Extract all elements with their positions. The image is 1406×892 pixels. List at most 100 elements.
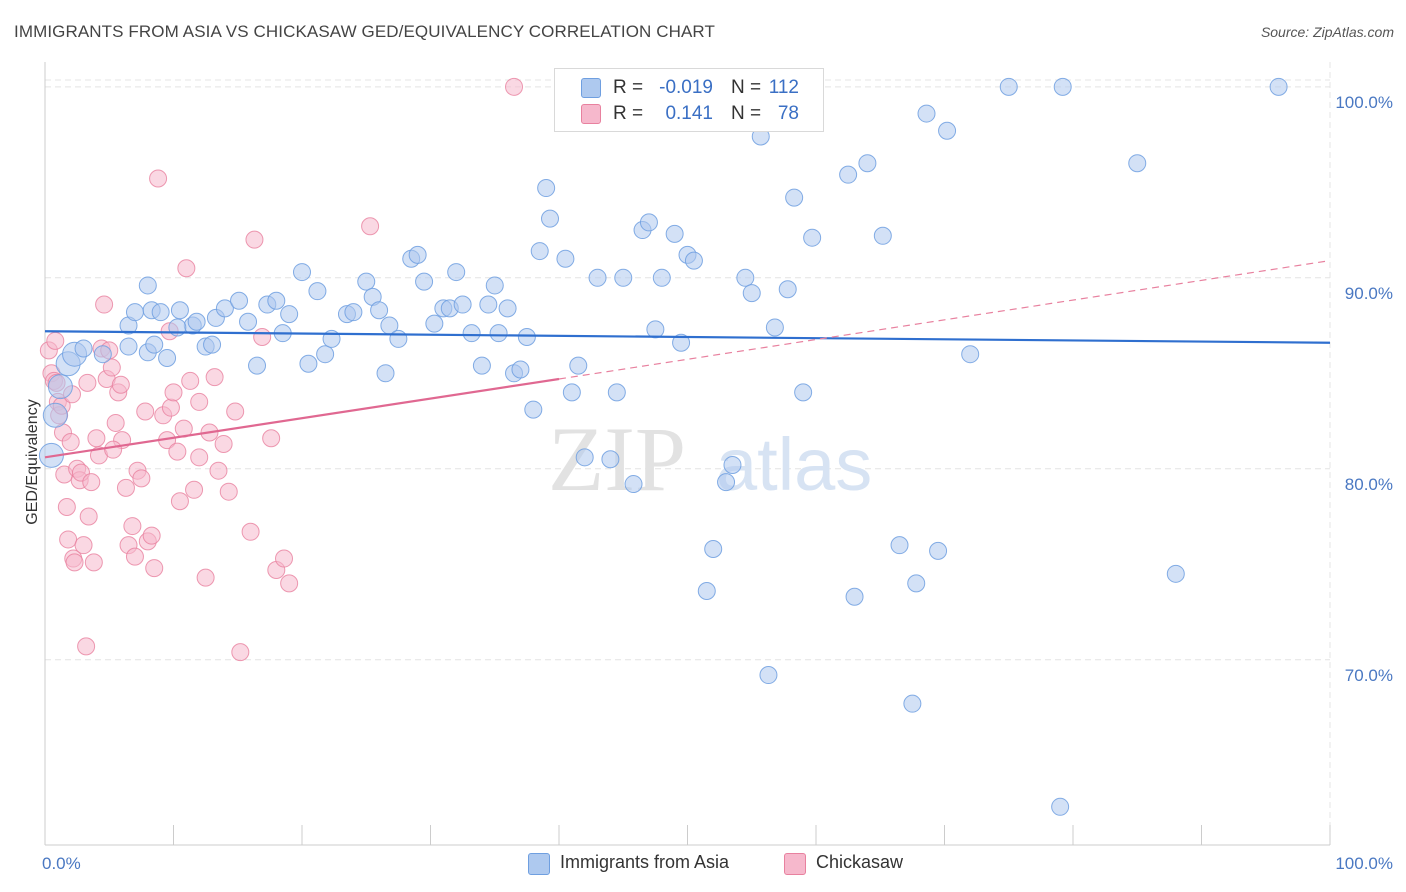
asia-point xyxy=(530,242,549,261)
chickasaw-point xyxy=(116,478,135,497)
asia-point xyxy=(1053,77,1072,96)
chickasaw-point xyxy=(190,448,209,467)
x-tick-label-max: 100.0% xyxy=(1335,854,1393,873)
legend-r-label: R = xyxy=(613,103,644,124)
asia-point xyxy=(425,314,444,333)
asia-point xyxy=(907,574,926,593)
asia-point xyxy=(145,335,164,354)
asia-point xyxy=(453,295,472,314)
asia-point xyxy=(704,539,723,558)
asia-point xyxy=(541,209,560,228)
asia-point xyxy=(765,318,784,337)
asia-point xyxy=(1269,77,1288,96)
asia-point xyxy=(614,268,633,287)
asia-point xyxy=(42,402,68,428)
chickasaw-points xyxy=(39,77,524,662)
asia-point xyxy=(562,383,581,402)
asia-point xyxy=(684,251,703,270)
asia-point xyxy=(601,450,620,469)
chickasaw-point xyxy=(161,398,180,417)
asia-point xyxy=(308,282,327,301)
legend-swatch-asia xyxy=(581,78,601,98)
asia-point xyxy=(778,280,797,299)
chickasaw-point xyxy=(78,373,97,392)
asia-point xyxy=(672,333,691,352)
asia-point xyxy=(607,383,626,402)
stats-legend: R = -0.019 N = 112 R = 0.141 N = 78 xyxy=(554,68,824,132)
y-axis-label: GED/Equivalency xyxy=(24,399,41,524)
asia-point xyxy=(858,154,877,173)
asia-point xyxy=(215,299,234,318)
asia-point xyxy=(462,324,481,343)
asia-point xyxy=(1051,797,1070,816)
asia-point xyxy=(961,345,980,364)
chickasaw-point xyxy=(149,169,168,188)
asia-point xyxy=(158,349,177,368)
axes: 100.0% 90.0% 80.0% 70.0% 0.0% 100.0% xyxy=(42,62,1393,873)
chickasaw-point xyxy=(77,637,96,656)
chickasaw-point xyxy=(505,77,524,96)
watermark: ZIP atlas xyxy=(548,408,872,510)
asia-point xyxy=(588,268,607,287)
asia-point xyxy=(697,582,716,601)
chickasaw-point xyxy=(102,358,121,377)
chart-title: IMMIGRANTS FROM ASIA VS CHICKASAW GED/EQ… xyxy=(14,22,715,41)
asia-point xyxy=(267,291,286,310)
asia-point xyxy=(917,104,936,123)
chickasaw-point xyxy=(181,371,200,390)
chickasaw-point xyxy=(361,217,380,236)
legend-row-chickasaw: R = 0.141 N = 78 xyxy=(555,101,823,127)
asia-point xyxy=(999,77,1018,96)
chickasaw-point xyxy=(123,517,142,536)
legend-n-value: 78 xyxy=(777,103,799,124)
legend-n-label: N = xyxy=(731,103,762,124)
chickasaw-point xyxy=(82,473,101,492)
y-tick-label: 100.0% xyxy=(1335,93,1393,112)
asia-point xyxy=(479,295,498,314)
asia-point xyxy=(839,165,858,184)
chickasaw-point xyxy=(219,482,238,501)
chickasaw-point xyxy=(142,526,161,545)
asia-point xyxy=(794,383,813,402)
asia-point xyxy=(624,475,643,494)
chickasaw-point xyxy=(46,331,65,350)
asia-point xyxy=(1166,564,1185,583)
asia-point xyxy=(537,179,556,198)
chickasaw-point xyxy=(168,442,187,461)
y-tick-label: 70.0% xyxy=(1345,666,1393,685)
asia-point xyxy=(230,291,249,310)
asia-point xyxy=(138,276,157,295)
source-credit: Source: ZipAtlas.com xyxy=(1260,24,1394,40)
legend-r-value: 0.141 xyxy=(665,103,713,124)
chickasaw-point xyxy=(196,568,215,587)
chickasaw-point xyxy=(253,328,272,347)
chickasaw-point xyxy=(241,522,260,541)
asia-point xyxy=(569,356,588,375)
chickasaw-point xyxy=(57,497,76,516)
asia-point xyxy=(447,263,466,282)
asia-point xyxy=(344,303,363,322)
asia-point xyxy=(415,272,434,291)
asia-point xyxy=(652,268,671,287)
legend-r-label: R = xyxy=(613,77,644,98)
legend-label-asia: Immigrants from Asia xyxy=(560,852,730,872)
chickasaw-point xyxy=(84,553,103,572)
asia-point xyxy=(280,305,299,324)
chickasaw-point xyxy=(214,434,233,453)
chickasaw-point xyxy=(177,259,196,278)
asia-point xyxy=(517,328,536,347)
chickasaw-point xyxy=(275,549,294,568)
trend-lines xyxy=(44,260,1331,459)
legend-swatch-chickasaw xyxy=(581,104,601,124)
chickasaw-trend-line xyxy=(44,377,560,459)
chickasaw-point xyxy=(164,383,183,402)
chickasaw-point xyxy=(79,507,98,526)
asia-point xyxy=(723,455,742,474)
asia-point xyxy=(929,541,948,560)
asia-point xyxy=(890,536,909,555)
y-tick-label: 90.0% xyxy=(1345,284,1393,303)
chickasaw-point xyxy=(209,461,228,480)
asia-point xyxy=(646,320,665,339)
gridlines xyxy=(45,62,1331,845)
asia-point xyxy=(389,329,408,348)
